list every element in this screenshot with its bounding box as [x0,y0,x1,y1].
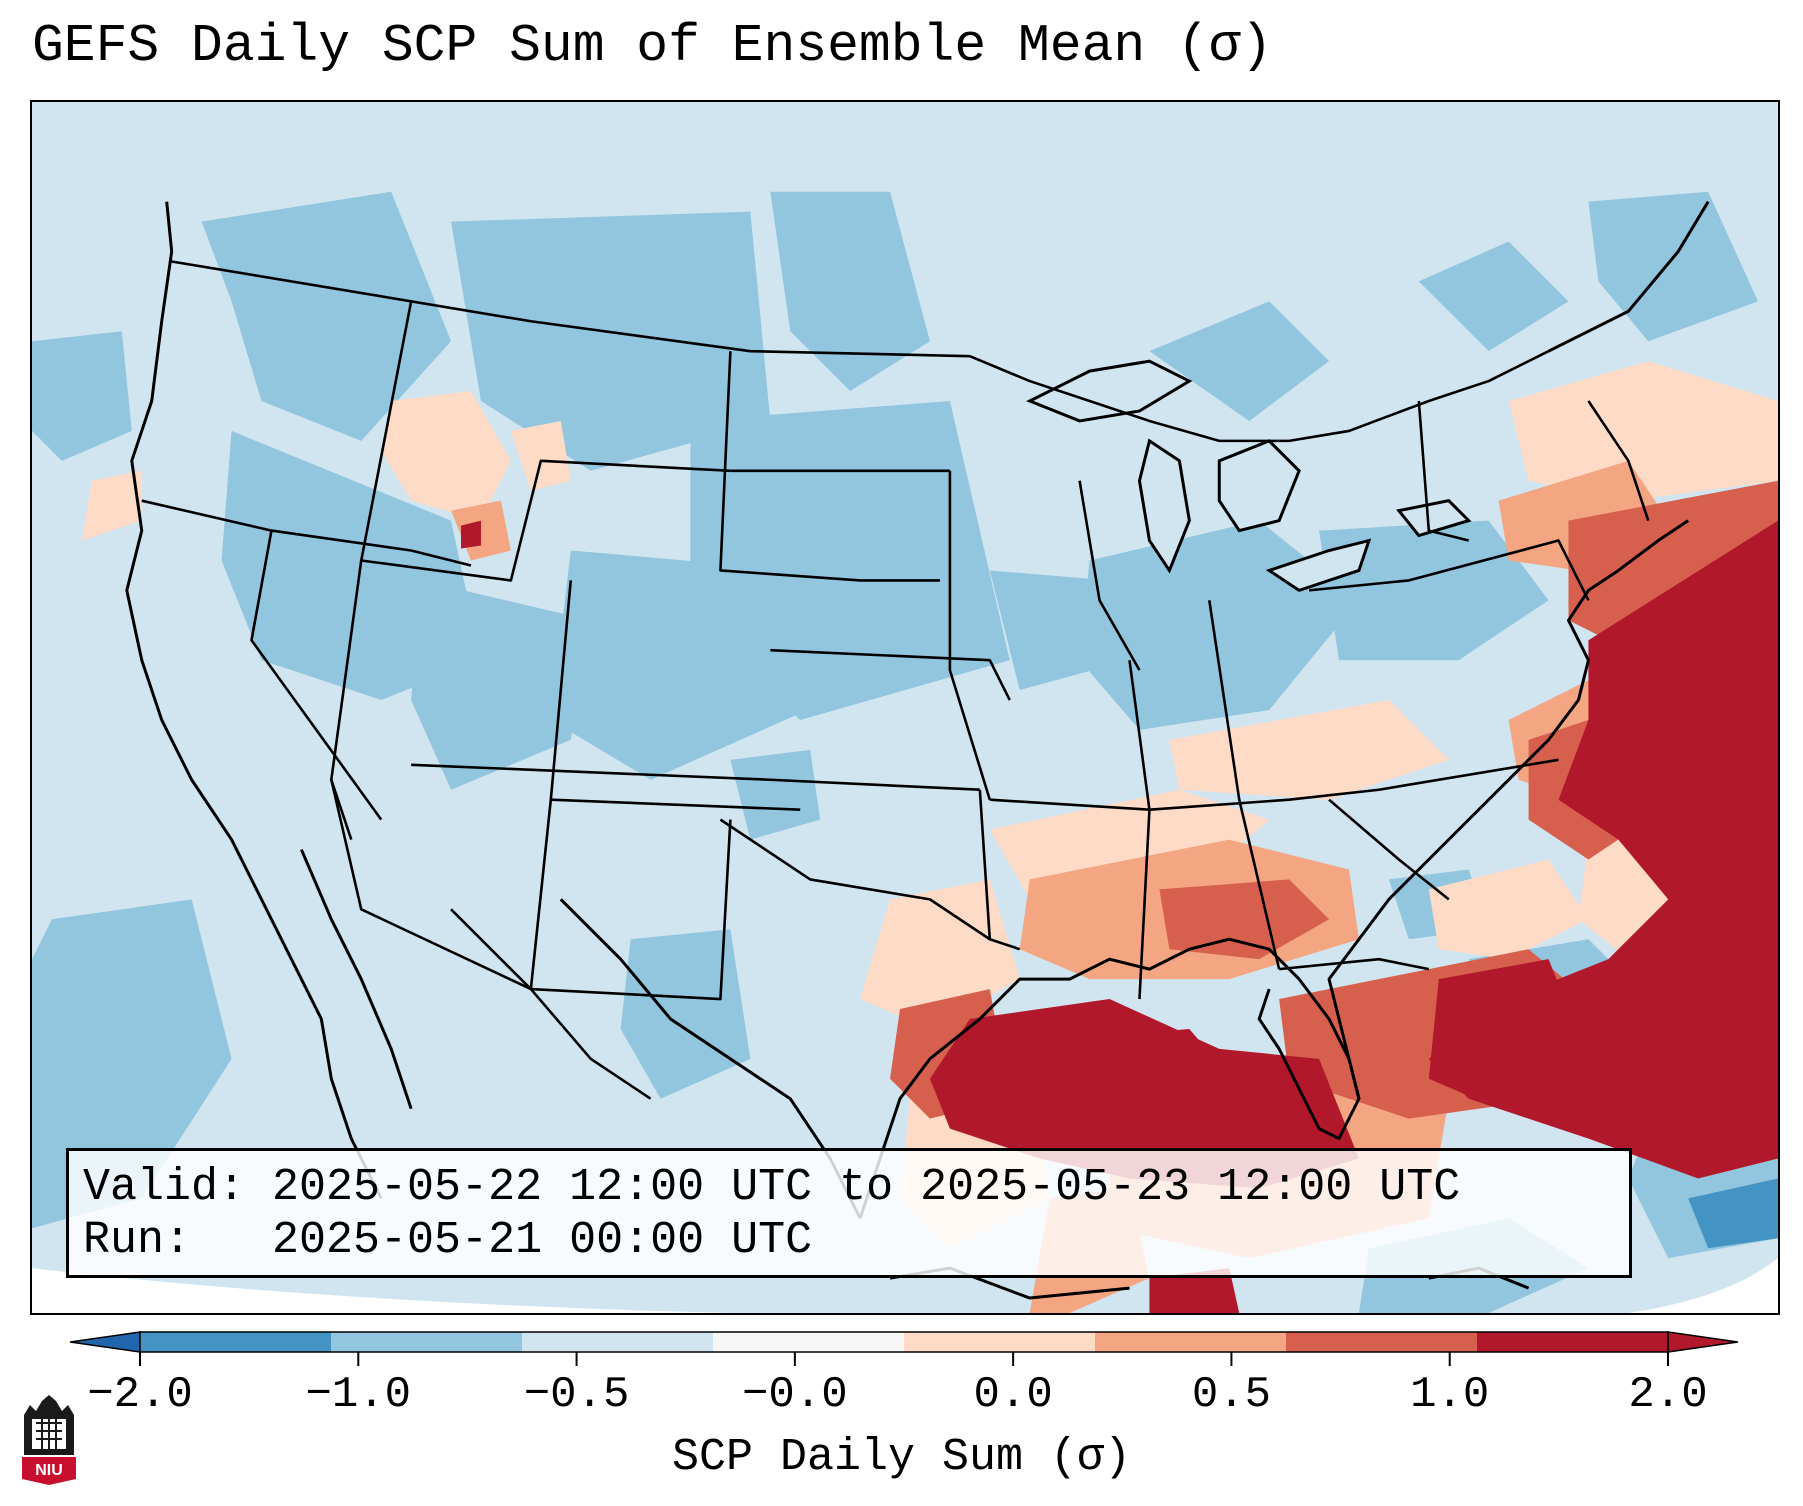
colorbar-segment [1286,1332,1478,1352]
mn-ia-line [948,470,992,801]
projection-edge-left [32,1268,731,1313]
al-ga-line [1208,600,1281,970]
nm-border [529,799,732,1001]
colorbar-tick-label: 2.0 [1628,1370,1708,1420]
ks-ok-line [411,763,980,792]
colorbar-tick-label: 0.0 [973,1370,1053,1420]
baja-coastline [300,848,413,1110]
colorbar-segment [331,1332,523,1352]
colorbar-segments [70,1331,1738,1353]
gulf-coast [858,937,1301,1219]
niu-logo: NIU [22,1395,76,1485]
colorbar-ticks [139,1352,1669,1366]
lake-superior [1026,359,1193,423]
map-panel [30,100,1780,1315]
florida-west [1257,978,1361,1141]
ca-nv-border [250,530,383,821]
lake-michigan [1137,438,1191,574]
ne-ks-line [770,648,1011,701]
logo-window-grid [36,1419,62,1449]
az-border [330,779,532,991]
lake-erie [1265,538,1372,593]
colorbar [70,1331,1738,1366]
ga-sc-line [1328,798,1450,901]
colorbar-tick-label: 0.5 [1191,1370,1272,1420]
ms-al-line [1128,659,1151,1000]
map-title: GEFS Daily SCP Sum of Ensemble Mean (σ) [32,16,1273,76]
fl-ga-line [1279,957,1430,971]
colorbar-outline [139,1331,1669,1353]
valid-time-line: Valid: 2025-05-22 12:00 UTC to 2025-05-2… [83,1162,1461,1213]
logo-shield-base [22,1457,76,1485]
red-river [719,818,991,941]
id-nv-line [330,301,413,840]
wy-mt-border [361,459,731,582]
colorbar-tick-label: −2.0 [87,1370,193,1420]
great-lakes [1026,359,1472,593]
nd-sd-border [719,351,940,582]
strong-negative-region [1688,1178,1778,1249]
or-border [141,499,472,567]
wi-il-line [1078,480,1141,671]
pacific-coastline [125,201,383,1200]
colorbar-under-arrow [70,1331,141,1353]
colorbar-over-arrow [1667,1331,1738,1353]
new-england-border [1587,400,1650,522]
extreme-positive-regions [461,520,1778,1313]
projection-edge-right [1628,1258,1778,1313]
ny-border [1417,400,1470,542]
canada-east-coast [1547,200,1710,353]
colorbar-segment [140,1332,332,1352]
colorbar-tick-label: −1.0 [305,1370,412,1420]
colorbar-tick-label: −0.0 [742,1370,848,1420]
us-canada-border-west [171,260,970,358]
validity-info-box: Valid: 2025-05-22 12:00 UTC to 2025-05-2… [66,1148,1632,1278]
colorbar-title: SCP Daily Sum (σ) [671,1432,1132,1483]
logo-text: NIU [35,1462,63,1479]
us-canada-border-east [969,350,1550,443]
mexico-border [450,908,652,1100]
political-borders [141,260,1650,1100]
colorbar-segment [713,1332,905,1352]
colorbar-segment [1477,1332,1669,1352]
colorbar-tick-label: 1.0 [1410,1370,1490,1420]
run-time-line: Run: 2025-05-21 00:00 UTC [83,1215,813,1267]
colorbar-segment [522,1332,714,1352]
coastlines [125,200,1710,1300]
colorbar-tick-label: −0.5 [523,1370,630,1420]
tn-nc-line [989,758,1559,811]
lake-ontario [1396,499,1472,538]
colorbar-segment [1095,1332,1287,1352]
pa-md-line [1308,539,1590,601]
map-canvas [32,102,1778,1313]
atlantic-coastline [1327,519,1690,1100]
colorbar-segment [904,1332,1096,1352]
